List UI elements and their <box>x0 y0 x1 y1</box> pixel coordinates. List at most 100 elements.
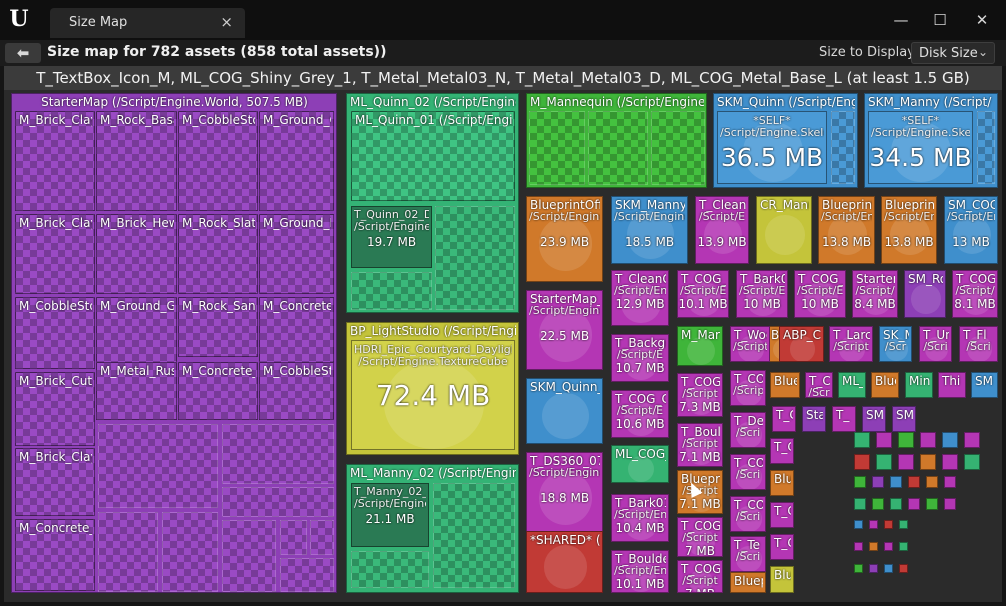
treemap-node-asset[interactable]: SKM_Quinn_S <box>526 378 603 444</box>
treemap-node-asset[interactable]: T_CleanG/Script/E 13.9 MB <box>695 196 749 264</box>
treemap-node-asset[interactable]: T_COG/Script/8.1 MB <box>952 270 998 318</box>
treemap-node-asset[interactable]: Blue <box>871 372 899 398</box>
treemap-node-material[interactable] <box>98 424 218 508</box>
treemap-node-small-asset[interactable] <box>884 520 893 529</box>
treemap-root-header[interactable]: T_TextBox_Icon_M, ML_COG_Shiny_Grey_1, T… <box>4 66 1002 90</box>
treemap-node-asset[interactable]: T_DS360_075/Script/Engine 18.8 MB <box>526 452 603 534</box>
treemap-node-small-asset[interactable] <box>854 454 870 470</box>
treemap-node-hdri-courtyard[interactable]: HDRI_Epic_Courtyard_Daylight /Script/Eng… <box>351 340 515 450</box>
treemap-node-small-asset[interactable] <box>898 454 914 470</box>
treemap-node-skm-manny[interactable]: SKM_Manny (/Script/ *SELF* /Script/Engin… <box>864 93 998 188</box>
treemap-node-material[interactable]: M_CobbleStone <box>15 297 95 369</box>
maximize-button[interactable]: ☐ <box>933 11 947 29</box>
treemap-node-small-asset[interactable] <box>898 432 914 448</box>
treemap-node-small-asset[interactable] <box>899 520 908 529</box>
treemap-node-material[interactable]: M_Rock_Basalt <box>96 111 177 211</box>
treemap-node-small-asset[interactable] <box>884 564 893 573</box>
tab-size-map[interactable]: Size Map × <box>50 8 245 38</box>
treemap-node-small-asset[interactable] <box>890 476 902 488</box>
treemap-node-small-asset[interactable] <box>884 542 893 551</box>
treemap-node-asset[interactable]: T_Fl/Scri <box>959 326 998 362</box>
treemap-node-asset[interactable]: T_Boul/Script 7.1 MB <box>677 423 723 467</box>
treemap-node-asset[interactable]: T_Woo/Script <box>730 326 770 362</box>
treemap-node-asset[interactable]: SKM_Manny/Script/Engine 18.5 MB <box>611 196 688 264</box>
treemap-node-asset[interactable]: Min <box>905 372 933 398</box>
treemap-node-material[interactable] <box>280 558 334 592</box>
treemap-node-small-asset[interactable] <box>854 476 866 488</box>
treemap-node-ml-quinn-01[interactable]: ML_Quinn_01 (/Script/Engine.M <box>351 111 515 201</box>
treemap-node-asset[interactable]: ML_ <box>838 372 866 398</box>
treemap-node-small-asset[interactable] <box>942 432 958 448</box>
treemap-node-material[interactable]: M_CobbleStone <box>178 111 258 211</box>
treemap-node-small-asset[interactable] <box>926 476 938 488</box>
treemap-node-asset[interactable]: T_C <box>770 534 794 560</box>
treemap-node-material[interactable]: M_Ground_Gra <box>259 111 334 211</box>
treemap-node-asset[interactable]: Blueprint/Script/En 13.8 MB <box>881 196 937 264</box>
treemap-node-small-asset[interactable] <box>854 432 870 448</box>
close-button[interactable]: ✕ <box>975 11 989 29</box>
treemap-node-material[interactable]: M_Brick_Hewn_ <box>96 214 177 294</box>
treemap-node-asset[interactable]: T_COG_/Script/E 10 MB <box>794 270 846 318</box>
treemap-node-small-asset[interactable] <box>944 476 956 488</box>
treemap-node-material[interactable]: M_Rock_Slate <box>178 214 258 294</box>
treemap-node-material[interactable]: M_Brick_Cut_St <box>15 372 95 446</box>
treemap-node-asset[interactable]: StarterMap_B/Script/Engine 22.5 MB <box>526 290 603 370</box>
treemap-node-asset[interactable]: T_Bark01/Script/En 10.4 MB <box>611 494 669 542</box>
treemap-node-small-asset[interactable] <box>869 542 878 551</box>
treemap-node-mannequin-texture[interactable] <box>588 111 648 185</box>
treemap-node-material[interactable] <box>98 512 158 592</box>
treemap-node-mannequin-texture[interactable] <box>529 111 585 185</box>
treemap-node-small-asset[interactable] <box>899 542 908 551</box>
treemap-node-asset[interactable]: BlueprintOffic/Script/Engine 23.9 MB <box>526 196 603 282</box>
treemap-node-small-asset[interactable] <box>872 498 884 510</box>
treemap-node-asset[interactable]: Blue <box>770 372 800 398</box>
treemap-node-small-asset[interactable] <box>876 432 892 448</box>
treemap-node-quinn-part[interactable] <box>831 111 855 184</box>
treemap-node-asset[interactable]: *SHARED* ( <box>526 531 603 593</box>
treemap-node-skm-manny-self[interactable]: *SELF* /Script/Engine.Ske 34.5 MB <box>868 111 973 184</box>
treemap-node-material[interactable]: M_Metal_Rust <box>96 362 177 420</box>
treemap-node-quinn-texture[interactable] <box>435 206 515 310</box>
treemap-node-small-asset[interactable] <box>854 498 866 510</box>
tab-close-icon[interactable]: × <box>220 13 233 31</box>
treemap-node-asset[interactable]: Blu <box>770 566 794 593</box>
treemap-node-asset[interactable]: T_ <box>832 406 856 432</box>
treemap-node-small-asset[interactable] <box>908 476 920 488</box>
treemap-node-small-asset[interactable] <box>944 498 956 510</box>
treemap-node-asset[interactable]: Blueprint/Script/En 13.8 MB <box>818 196 875 264</box>
treemap-node-material[interactable]: M_Brick_Clay_O <box>15 448 95 516</box>
treemap-node-asset[interactable]: T_Backgr/Script/E 10.7 MB <box>611 334 669 382</box>
treemap-node-asset[interactable]: T_Larc/Script <box>829 326 873 362</box>
treemap-node-asset[interactable]: T_Un/Scri <box>919 326 952 362</box>
treemap-node-material[interactable]: M_CobbleSton <box>259 362 334 420</box>
treemap-node-small-asset[interactable] <box>869 520 878 529</box>
treemap-node-material[interactable]: M_Ground_Mo <box>259 214 334 294</box>
treemap-node-asset[interactable]: T_COG_/Script/E 10.1 MB <box>677 270 729 318</box>
treemap-node-material[interactable]: M_Brick_Clay_B <box>15 214 95 294</box>
treemap-node-asset[interactable]: Thi <box>938 372 966 398</box>
treemap-node-material[interactable] <box>222 424 334 484</box>
minimize-button[interactable]: — <box>893 11 909 29</box>
treemap-node-small-asset[interactable] <box>890 498 902 510</box>
treemap-node-small-asset[interactable] <box>899 564 908 573</box>
treemap-node-asset[interactable]: SM <box>892 406 916 432</box>
treemap-node-small-asset[interactable] <box>920 432 936 448</box>
back-arrow-icon[interactable]: ⬅ <box>5 43 41 63</box>
treemap-node-material[interactable]: M_Ground_Grav <box>96 297 177 369</box>
treemap-node-small-asset[interactable] <box>964 454 980 470</box>
treemap-node-skm-quinn-self[interactable]: *SELF* /Script/Engine.Skele 36.5 MB <box>717 111 827 184</box>
treemap-node-manny-texture[interactable] <box>433 483 515 588</box>
treemap-node-asset[interactable]: T_Boulde/Script/En 10.1 MB <box>611 550 669 593</box>
treemap-node-startermap[interactable]: StarterMap (/Script/Engine.World, 507.5 … <box>11 93 337 593</box>
treemap-node-small-asset[interactable] <box>942 454 958 470</box>
treemap-node-asset[interactable]: T_Te/Scri <box>730 536 766 572</box>
treemap-node-asset[interactable]: ABP_C <box>779 326 824 362</box>
treemap-node-manny-part[interactable] <box>977 111 995 184</box>
treemap-node-bp-lightstudio[interactable]: BP_LightStudio (/Script/Engin HDRI_Epic_… <box>346 322 519 455</box>
treemap-node-mannequin-texture[interactable] <box>651 111 705 185</box>
treemap-node-asset[interactable]: SM_COG/Script/Er 13 MB <box>944 196 998 264</box>
treemap-node-small-asset[interactable] <box>908 498 920 510</box>
